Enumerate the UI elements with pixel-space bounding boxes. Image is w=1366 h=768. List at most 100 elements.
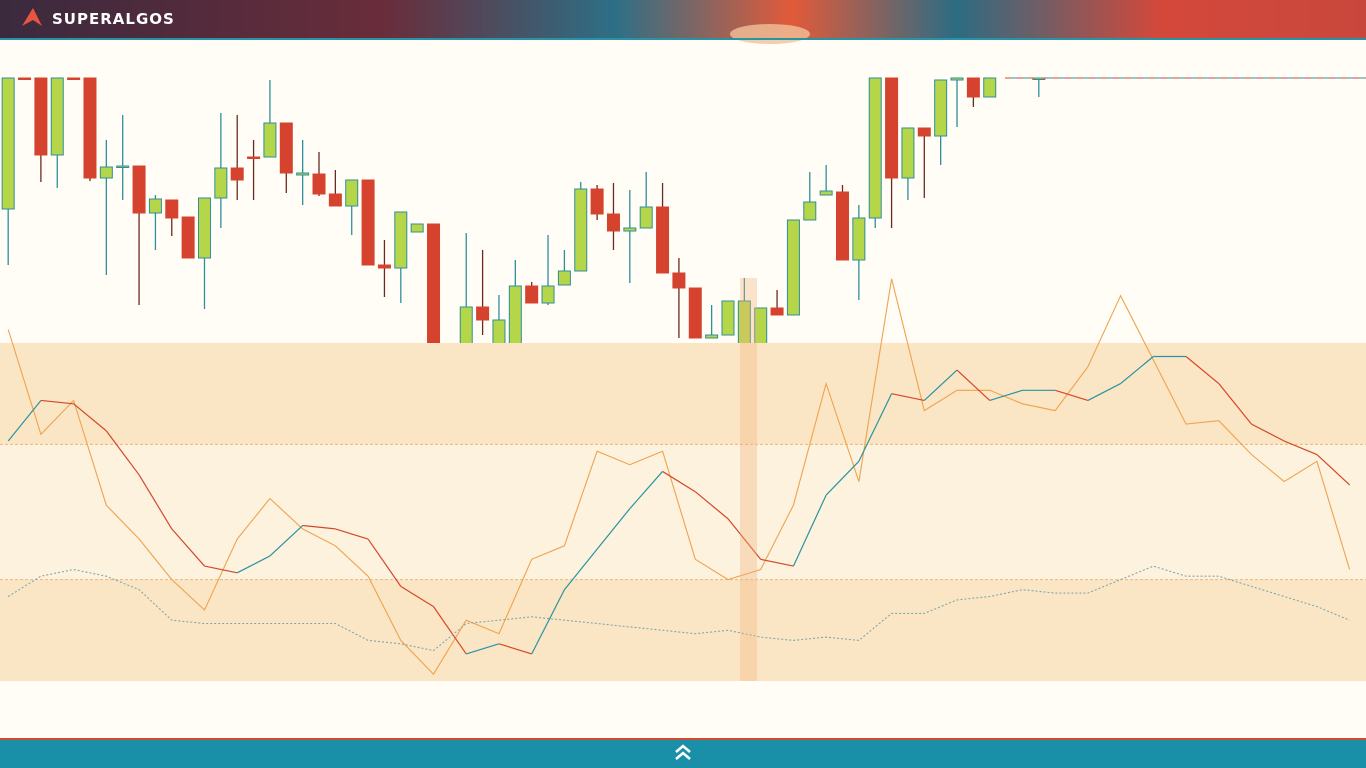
candle-body bbox=[525, 285, 539, 304]
price-panel bbox=[1, 77, 1046, 478]
candle-body bbox=[623, 227, 637, 232]
candle-body bbox=[966, 77, 980, 98]
candle-body bbox=[34, 77, 48, 156]
oscillator-segment bbox=[236, 555, 271, 574]
candle-body bbox=[852, 217, 866, 261]
oscillator-segment bbox=[989, 389, 1023, 402]
oscillator-panel bbox=[0, 278, 1366, 681]
band-lower bbox=[0, 579, 1366, 681]
band-middle bbox=[0, 444, 1366, 580]
candle-body bbox=[361, 179, 375, 266]
candle-body bbox=[721, 300, 735, 336]
logo[interactable]: SUPERALGOS bbox=[52, 10, 175, 28]
band-upper bbox=[0, 343, 1366, 445]
candle-body bbox=[786, 219, 800, 316]
oscillator-segment bbox=[1120, 356, 1154, 385]
candle-body bbox=[345, 179, 359, 207]
candle-body bbox=[476, 306, 490, 321]
logo-icon[interactable] bbox=[22, 8, 42, 26]
candle-body bbox=[557, 270, 571, 286]
candle-body bbox=[377, 264, 391, 269]
candle-body bbox=[836, 191, 850, 261]
candle-body bbox=[197, 197, 211, 259]
candle-body bbox=[165, 199, 179, 219]
candle-body bbox=[247, 156, 261, 159]
oscillator-segment bbox=[302, 524, 336, 530]
expand-button[interactable] bbox=[675, 744, 691, 760]
oscillator-segment bbox=[956, 369, 991, 401]
oscillator-line bbox=[7, 278, 1351, 676]
oscillator-segment bbox=[1251, 423, 1285, 442]
candle-body bbox=[639, 206, 653, 229]
candle-body bbox=[819, 190, 833, 196]
oscillator-segment bbox=[400, 585, 434, 608]
footer-border bbox=[0, 738, 1366, 740]
candle-body bbox=[214, 167, 228, 199]
candle-body bbox=[917, 127, 931, 137]
oscillator-segment bbox=[1283, 440, 1318, 456]
oscillator-segment bbox=[1185, 356, 1220, 385]
candle-body bbox=[263, 122, 277, 158]
candle-body bbox=[279, 122, 293, 174]
oscillator-segment bbox=[825, 460, 860, 496]
header-bar bbox=[0, 0, 1366, 38]
candle-body bbox=[983, 77, 997, 98]
candle-body bbox=[148, 198, 162, 214]
candle-body bbox=[590, 188, 604, 215]
candle-body bbox=[132, 165, 146, 214]
oscillator-segment bbox=[531, 589, 565, 655]
oscillator-segment bbox=[923, 369, 958, 401]
candle-body bbox=[901, 127, 915, 179]
oscillator-segment bbox=[433, 606, 467, 655]
oscillator-segment bbox=[105, 430, 140, 476]
oscillator-segment bbox=[73, 403, 107, 432]
candle-body bbox=[885, 77, 899, 179]
oscillator-segment bbox=[367, 538, 402, 587]
oscillator-segment bbox=[1054, 389, 1089, 402]
oscillator-segment bbox=[596, 508, 631, 550]
oscillator-segment bbox=[792, 494, 827, 567]
selected-candle-highlight bbox=[740, 278, 757, 681]
candle-body bbox=[328, 193, 342, 207]
candle-body bbox=[18, 77, 32, 80]
candle-body bbox=[950, 77, 964, 81]
oscillator-segment bbox=[727, 518, 762, 560]
oscillator-segment bbox=[171, 528, 205, 567]
oscillator-segment bbox=[1218, 383, 1252, 425]
oscillator-segment bbox=[498, 643, 532, 655]
candle-body bbox=[410, 223, 424, 233]
header-art bbox=[730, 24, 810, 44]
candle-body bbox=[868, 77, 882, 219]
candle-body bbox=[770, 307, 784, 316]
candle-body bbox=[705, 334, 719, 339]
candle-body bbox=[688, 287, 702, 339]
candle-body bbox=[296, 172, 310, 176]
oscillator-segment bbox=[7, 400, 42, 442]
oscillator-segment bbox=[269, 525, 304, 557]
candle-body bbox=[83, 77, 97, 179]
oscillator-segment bbox=[1087, 383, 1121, 401]
oscillator-segment bbox=[858, 393, 893, 462]
candle-body bbox=[99, 166, 113, 179]
oscillator-segment bbox=[335, 528, 369, 540]
candle-body bbox=[541, 285, 555, 304]
oscillator-segment bbox=[1316, 454, 1351, 486]
candle-body bbox=[803, 201, 817, 221]
oscillator-segment bbox=[629, 471, 664, 510]
oscillator-segment bbox=[662, 470, 696, 493]
oscillator-segment bbox=[760, 558, 794, 567]
candle-body bbox=[574, 188, 588, 272]
candle-body bbox=[656, 206, 670, 274]
candle-body bbox=[67, 77, 81, 80]
oscillator-segment bbox=[40, 399, 74, 405]
candle-body bbox=[312, 173, 326, 195]
oscillator-segment bbox=[563, 548, 598, 591]
candle-body bbox=[230, 167, 244, 181]
oscillator-segment bbox=[204, 565, 238, 574]
header-border bbox=[0, 38, 1366, 40]
candle-body bbox=[1, 77, 15, 210]
candle-body bbox=[50, 77, 64, 156]
oscillator-line bbox=[7, 565, 1350, 652]
